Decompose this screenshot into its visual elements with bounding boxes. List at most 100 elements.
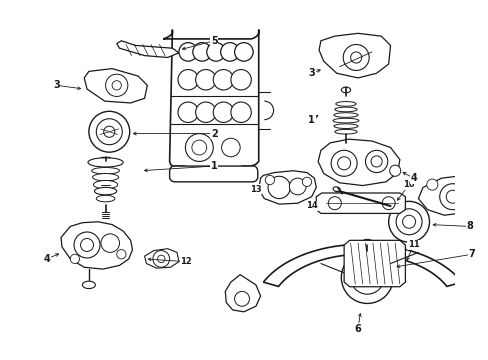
Circle shape [89,111,129,152]
Circle shape [358,269,375,286]
Circle shape [267,176,290,199]
Circle shape [74,232,100,258]
Text: 4: 4 [409,173,416,183]
Circle shape [395,209,421,235]
Circle shape [178,69,198,90]
Text: 10: 10 [403,180,414,189]
Polygon shape [144,249,179,268]
Circle shape [195,102,216,122]
Polygon shape [163,30,258,175]
Text: 3: 3 [53,80,60,90]
Polygon shape [61,222,132,269]
Ellipse shape [334,107,356,112]
Circle shape [264,175,274,185]
Ellipse shape [88,158,123,167]
Ellipse shape [361,239,372,245]
Text: 7: 7 [468,249,475,259]
Text: 8: 8 [465,221,472,231]
Circle shape [388,201,428,242]
Text: 6: 6 [354,324,361,333]
Circle shape [234,42,253,61]
Circle shape [192,42,211,61]
Ellipse shape [82,281,95,289]
Circle shape [302,177,311,186]
Ellipse shape [94,188,117,195]
Circle shape [195,69,216,90]
Circle shape [341,252,392,303]
Circle shape [350,261,383,294]
Circle shape [178,102,198,122]
Circle shape [230,69,251,90]
Text: 14: 14 [305,202,317,211]
Polygon shape [316,193,405,213]
Circle shape [289,178,305,195]
Ellipse shape [332,187,340,192]
Ellipse shape [93,180,118,189]
Text: 1: 1 [307,115,314,125]
Circle shape [365,150,387,172]
Circle shape [230,102,251,122]
Circle shape [330,150,356,176]
Ellipse shape [333,113,357,117]
Circle shape [206,42,225,61]
Circle shape [105,74,127,96]
Circle shape [191,140,206,155]
Text: 3: 3 [307,68,314,78]
Polygon shape [318,139,399,185]
Circle shape [426,179,437,190]
Circle shape [213,69,233,90]
Circle shape [382,197,394,210]
Polygon shape [225,275,260,312]
Text: 5: 5 [210,36,217,46]
Circle shape [103,126,115,137]
Ellipse shape [333,124,357,129]
Circle shape [81,238,93,252]
Circle shape [389,165,400,176]
Ellipse shape [92,174,118,181]
Circle shape [153,251,169,267]
Polygon shape [84,69,147,103]
Polygon shape [344,240,405,287]
Ellipse shape [335,102,355,106]
Circle shape [446,190,458,203]
Ellipse shape [341,87,350,93]
Circle shape [221,138,240,157]
Text: 13: 13 [250,185,261,194]
Ellipse shape [332,118,358,123]
Polygon shape [318,33,390,78]
Polygon shape [418,175,482,215]
Circle shape [327,197,341,210]
Polygon shape [468,245,488,268]
Circle shape [179,42,197,61]
Circle shape [101,234,119,252]
Circle shape [220,42,239,61]
Circle shape [96,119,122,145]
Ellipse shape [340,143,351,148]
Circle shape [157,255,164,262]
Circle shape [439,184,465,210]
Circle shape [402,215,415,228]
Circle shape [343,45,368,71]
Ellipse shape [334,129,356,134]
Text: 4: 4 [43,254,50,264]
Circle shape [370,156,382,167]
Circle shape [185,134,213,161]
Polygon shape [117,41,179,58]
Circle shape [213,102,233,122]
Circle shape [70,254,80,264]
Text: 1: 1 [210,161,217,171]
Ellipse shape [96,195,115,202]
Polygon shape [263,244,461,287]
Circle shape [112,81,121,90]
Circle shape [117,249,126,259]
Polygon shape [169,166,257,182]
Text: 12: 12 [180,257,192,266]
Circle shape [350,52,361,63]
Text: 11: 11 [407,240,419,249]
Circle shape [337,157,350,170]
Circle shape [234,291,249,306]
Circle shape [468,181,479,192]
Text: 2: 2 [210,129,217,139]
Polygon shape [258,171,316,204]
Ellipse shape [91,167,119,174]
